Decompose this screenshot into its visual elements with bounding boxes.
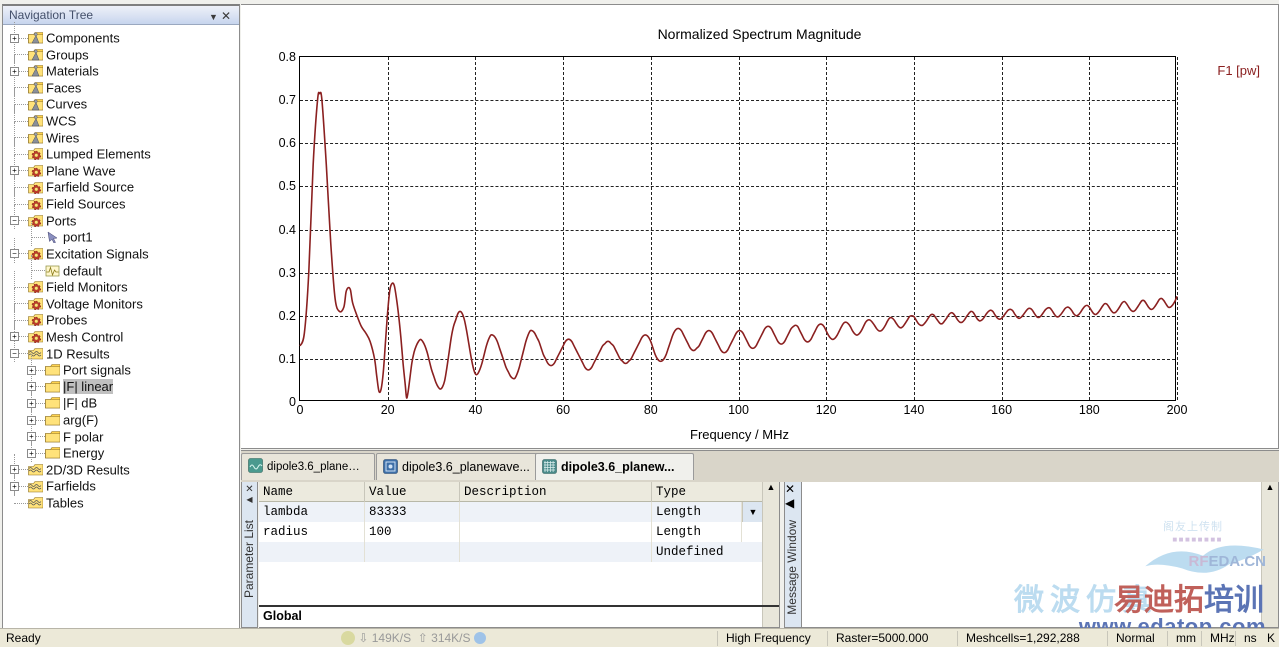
- svg-text:易迪拓培训: 易迪拓培训: [1114, 583, 1264, 617]
- svg-text:RFEDA.CN: RFEDA.CN: [1188, 553, 1266, 570]
- svg-text:■■■■■■■■: ■■■■■■■■: [1172, 535, 1223, 544]
- svg-text:阁友上传制: 阁友上传制: [1163, 519, 1223, 533]
